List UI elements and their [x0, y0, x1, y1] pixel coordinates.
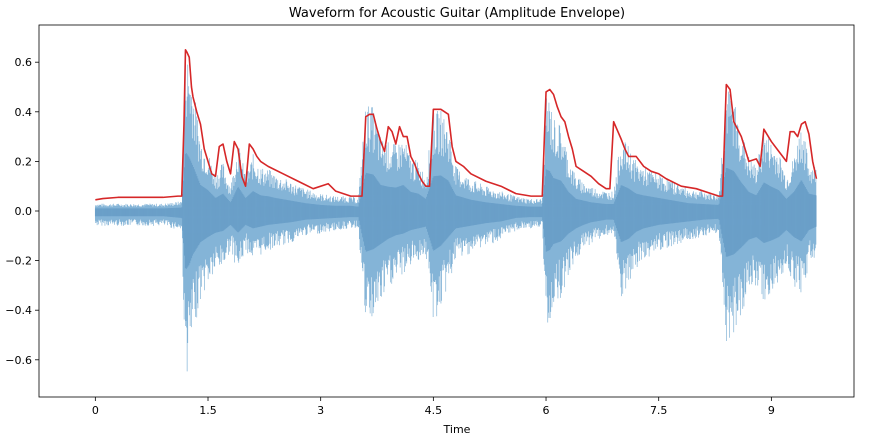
x-tick-label: 1.5 — [199, 404, 217, 417]
x-tick-label: 3 — [317, 404, 324, 417]
y-tick-label: −0.2 — [5, 255, 32, 268]
x-tick-label: 6 — [543, 404, 550, 417]
x-axis: 0 1.5 3 4.5 6 7.5 9 — [92, 397, 775, 417]
y-tick-label: 0.4 — [15, 106, 33, 119]
y-tick-label: −0.6 — [5, 354, 32, 367]
x-tick-label: 0 — [92, 404, 99, 417]
x-axis-label: Time — [443, 423, 471, 436]
x-tick-label: 9 — [768, 404, 775, 417]
chart-title: Waveform for Acoustic Guitar (Amplitude … — [289, 6, 625, 21]
y-tick-label: 0.0 — [15, 205, 33, 218]
y-axis: −0.6 −0.4 −0.2 0.0 0.2 0.4 0.6 — [5, 56, 39, 367]
amplitude-envelope — [95, 49, 818, 201]
waveform-core — [94, 153, 817, 269]
x-tick-label: 4.5 — [425, 404, 443, 417]
waveform-fill — [94, 56, 817, 372]
y-tick-label: 0.2 — [15, 155, 33, 168]
x-tick-label: 7.5 — [650, 404, 668, 417]
y-tick-label: −0.4 — [5, 304, 32, 317]
envelope-line — [95, 49, 818, 201]
y-tick-label: 0.6 — [15, 56, 33, 69]
